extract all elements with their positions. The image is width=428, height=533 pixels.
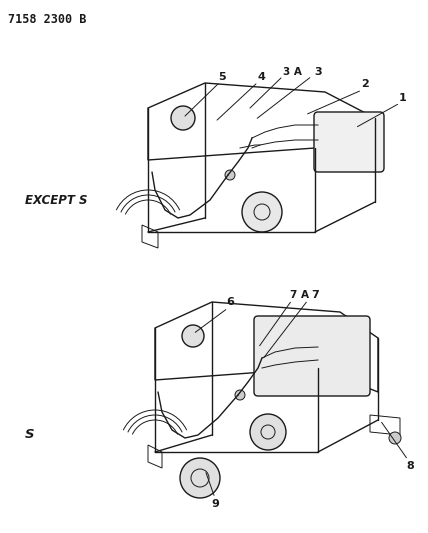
Circle shape — [389, 432, 401, 444]
Text: S: S — [25, 429, 35, 441]
Circle shape — [235, 390, 245, 400]
FancyBboxPatch shape — [254, 316, 370, 396]
Text: 9: 9 — [211, 499, 219, 509]
FancyBboxPatch shape — [314, 112, 384, 172]
Circle shape — [180, 458, 220, 498]
Text: 2: 2 — [361, 79, 369, 89]
Circle shape — [242, 192, 282, 232]
Text: 4: 4 — [257, 72, 265, 82]
Text: 1: 1 — [399, 93, 407, 103]
Circle shape — [225, 170, 235, 180]
Text: 7 A: 7 A — [291, 290, 309, 300]
Text: 7158 2300 B: 7158 2300 B — [8, 13, 86, 26]
Circle shape — [250, 414, 286, 450]
Circle shape — [171, 106, 195, 130]
Text: 7: 7 — [311, 290, 319, 300]
Text: 8: 8 — [406, 461, 414, 471]
Text: 5: 5 — [218, 72, 226, 82]
Text: EXCEPT S: EXCEPT S — [25, 193, 87, 206]
Circle shape — [182, 325, 204, 347]
Text: 3: 3 — [314, 67, 322, 77]
Text: 3 A: 3 A — [282, 67, 301, 77]
Text: 6: 6 — [226, 297, 234, 307]
